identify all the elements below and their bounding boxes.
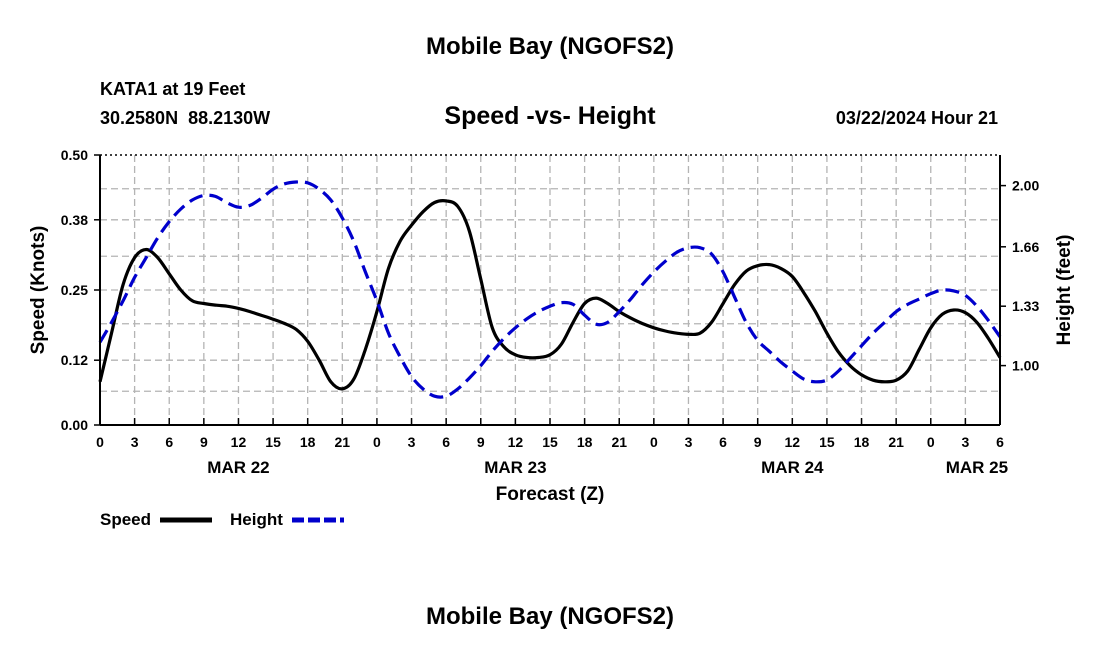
x-tick-label: 21	[335, 434, 351, 450]
y-axis-right-label: Height (feet)	[1054, 235, 1075, 346]
chart-title: Speed -vs- Height	[444, 102, 656, 130]
y-left-tick-label: 0.38	[61, 212, 88, 228]
station-coordinates: 30.2580N 88.2130W	[100, 108, 270, 128]
station-label: KATA1 at 19 Feet	[100, 79, 245, 99]
series	[98, 180, 1002, 399]
height-series-line	[98, 180, 1002, 399]
x-tick-label: 21	[611, 434, 627, 450]
x-tick-label: 6	[442, 434, 450, 450]
x-tick-label: 0	[373, 434, 381, 450]
tick-labels: 0 3 6 9 12 15 18 21 0 3 6 9 12 15 18 21 0 3 6 9 12 15 18 21 0 3 6 M…	[61, 147, 1040, 477]
x-tick-label: 0	[927, 434, 935, 450]
axes	[94, 154, 1006, 426]
y-right-tick-label: 1.66	[1012, 239, 1039, 255]
page-title: Mobile Bay (NGOFS2)	[426, 33, 674, 60]
legend-height-label: Height	[230, 510, 283, 529]
x-tick-label: 21	[888, 434, 904, 450]
x-date-label: MAR 22	[207, 458, 269, 477]
x-tick-label: 3	[408, 434, 416, 450]
x-tick-label: 3	[961, 434, 969, 450]
x-tick-label: 15	[819, 434, 835, 450]
x-tick-label: 3	[685, 434, 693, 450]
x-date-label: MAR 24	[761, 458, 824, 477]
x-tick-label: 0	[650, 434, 658, 450]
grid	[100, 155, 1000, 425]
x-tick-label: 15	[542, 434, 558, 450]
y-right-tick-label: 2.00	[1012, 178, 1039, 194]
x-tick-label: 3	[131, 434, 139, 450]
y-right-tick-label: 1.00	[1012, 358, 1039, 374]
x-tick-label: 6	[165, 434, 173, 450]
x-tick-label: 0	[96, 434, 104, 450]
y-left-tick-label: 0.50	[61, 147, 88, 163]
x-tick-label: 15	[265, 434, 281, 450]
y-right-tick-label: 1.33	[1012, 298, 1039, 314]
x-date-label: MAR 25	[946, 458, 1008, 477]
y-left-tick-label: 0.00	[61, 417, 88, 433]
x-tick-label: 6	[996, 434, 1004, 450]
x-tick-label: 18	[300, 434, 316, 450]
x-tick-label: 12	[231, 434, 247, 450]
x-tick-label: 18	[577, 434, 593, 450]
x-tick-label: 12	[785, 434, 801, 450]
footer-title: Mobile Bay (NGOFS2)	[426, 603, 674, 630]
x-tick-label: 9	[200, 434, 208, 450]
legend-speed-label: Speed	[100, 510, 151, 529]
x-tick-label: 12	[508, 434, 524, 450]
x-tick-label: 6	[719, 434, 727, 450]
y-left-tick-label: 0.25	[61, 282, 88, 298]
x-tick-label: 9	[754, 434, 762, 450]
forecast-datetime: 03/22/2024 Hour 21	[836, 108, 998, 128]
legend: Speed Height	[100, 510, 344, 529]
x-date-label: MAR 23	[484, 458, 546, 477]
y-left-tick-label: 0.12	[61, 352, 88, 368]
x-axis-label: Forecast (Z)	[496, 484, 605, 505]
x-tick-label: 9	[477, 434, 485, 450]
speed-series-line	[98, 199, 1002, 391]
y-axis-left-label: Speed (Knots)	[28, 226, 49, 355]
x-tick-label: 18	[854, 434, 870, 450]
